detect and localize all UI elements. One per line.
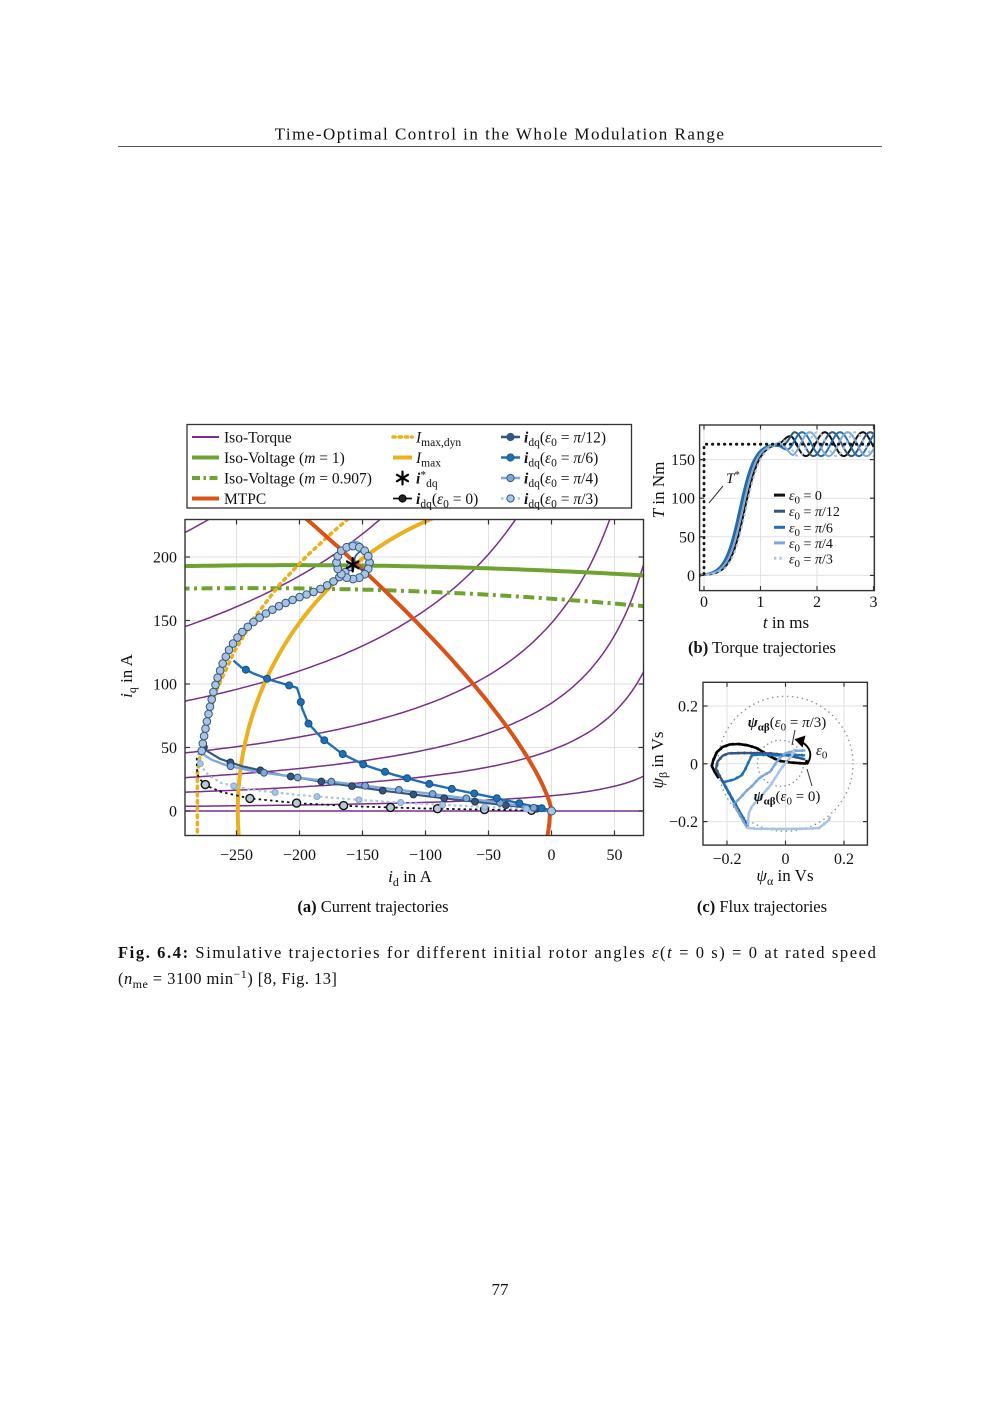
svg-text:Imax,dyn: Imax,dyn	[415, 430, 461, 450]
svg-text:Fig. 6.4: Simulative trajector: Fig. 6.4: Simulative trajectories for di…	[118, 943, 877, 962]
svg-text:50: 50	[679, 529, 695, 546]
svg-text:ε0: ε0	[816, 743, 828, 762]
svg-text:0.2: 0.2	[678, 699, 698, 716]
svg-text:ε0 = 0: ε0 = 0	[789, 489, 822, 507]
svg-text:−150: −150	[346, 847, 379, 864]
svg-text:id in A: id in A	[388, 867, 433, 889]
svg-text:Iso-Voltage (m = 0.907): Iso-Voltage (m = 0.907)	[224, 471, 372, 488]
svg-text:1: 1	[757, 594, 765, 611]
svg-text:150: 150	[153, 613, 177, 630]
svg-text:77: 77	[492, 1280, 510, 1299]
svg-text:−250: −250	[220, 847, 253, 864]
svg-text:(a) Current trajectories: (a) Current trajectories	[297, 897, 448, 916]
svg-text:Iso-Voltage (m = 1): Iso-Voltage (m = 1)	[224, 450, 345, 467]
svg-text:ε0 = π/3: ε0 = π/3	[789, 552, 833, 570]
svg-text:−200: −200	[283, 847, 316, 864]
svg-text:100: 100	[153, 677, 177, 694]
svg-text:(nme = 3100 min−1) [8, Fig. 13: (nme = 3100 min−1) [8, Fig. 13]	[118, 967, 337, 991]
svg-text:idq(ε0 = π/12): idq(ε0 = π/12)	[524, 430, 606, 450]
svg-text:150: 150	[671, 452, 695, 469]
svg-text:t in ms: t in ms	[763, 613, 809, 632]
svg-text:iq in A: iq in A	[117, 653, 139, 698]
svg-text:Imax: Imax	[415, 450, 441, 470]
svg-text:Time-Optimal Control in the Wh: Time-Optimal Control in the Whole Modula…	[275, 125, 726, 144]
svg-text:100: 100	[671, 491, 695, 508]
svg-text:ψα in Vs: ψα in Vs	[756, 866, 813, 888]
svg-text:−0.2: −0.2	[712, 851, 741, 868]
svg-text:0.2: 0.2	[834, 851, 854, 868]
svg-text:−100: −100	[409, 847, 442, 864]
svg-text:−0.2: −0.2	[669, 814, 698, 831]
svg-text:ε0 = π/12: ε0 = π/12	[789, 505, 840, 523]
svg-text:0: 0	[700, 594, 708, 611]
svg-text:50: 50	[161, 740, 177, 757]
svg-text:idq(ε0 = π/3): idq(ε0 = π/3)	[524, 491, 598, 511]
svg-text:0: 0	[782, 851, 790, 868]
svg-text:Iso-Torque: Iso-Torque	[224, 430, 292, 447]
svg-text:(c) Flux trajectories: (c) Flux trajectories	[697, 897, 827, 916]
svg-text:0: 0	[690, 756, 698, 773]
svg-text:3: 3	[870, 594, 878, 611]
svg-text:T*: T*	[726, 469, 740, 487]
svg-text:0: 0	[548, 847, 556, 864]
svg-text:200: 200	[153, 550, 177, 567]
svg-text:idq(ε0 = π/6): idq(ε0 = π/6)	[524, 450, 598, 470]
svg-text:ψβ in Vs: ψβ in Vs	[648, 732, 670, 789]
svg-text:0: 0	[169, 804, 177, 821]
svg-text:(b) Torque trajectories: (b) Torque trajectories	[688, 638, 836, 657]
svg-text:ε0 = π/4: ε0 = π/4	[789, 537, 833, 555]
svg-text:T in Nm: T in Nm	[649, 462, 668, 519]
svg-text:ε0 = π/6: ε0 = π/6	[789, 521, 833, 539]
svg-text:−50: −50	[476, 847, 501, 864]
svg-text:2: 2	[813, 594, 821, 611]
svg-text:MTPC: MTPC	[224, 491, 266, 508]
svg-text:0: 0	[687, 568, 695, 585]
svg-text:i*dq: i*dq	[416, 470, 438, 491]
svg-text:50: 50	[607, 847, 623, 864]
